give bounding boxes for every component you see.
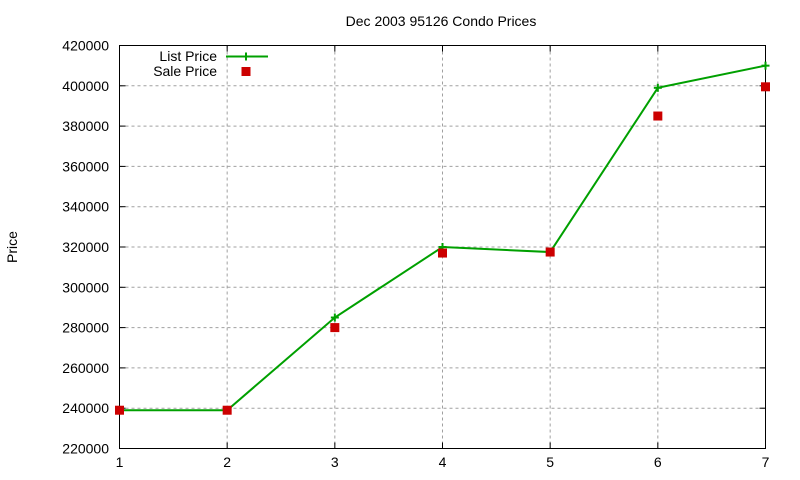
x-tick-label: 1 (116, 454, 124, 470)
data-series (115, 61, 770, 415)
y-tick-label: 360000 (62, 158, 109, 174)
legend-swatch-list-price (226, 52, 268, 61)
legend: List Price Sale Price (153, 48, 268, 79)
x-tick-label: 2 (223, 454, 231, 470)
y-tick-label: 420000 (62, 38, 109, 54)
y-tick-label: 400000 (62, 78, 109, 94)
y-axis-label: Price (4, 231, 20, 263)
y-tick-label: 280000 (62, 320, 109, 336)
series-sale-price (115, 82, 770, 415)
y-tick-label: 220000 (62, 441, 109, 457)
y-tick-label: 380000 (62, 118, 109, 134)
y-tick-label: 320000 (62, 239, 109, 255)
x-tick-label: 4 (439, 454, 447, 470)
x-tick-label: 5 (546, 454, 554, 470)
y-tick-label: 340000 (62, 199, 109, 215)
legend-label-list-price: List Price (159, 48, 217, 64)
legend-swatch-sale-price (241, 67, 251, 76)
x-tick-label: 6 (654, 454, 662, 470)
y-tick-label: 300000 (62, 279, 109, 295)
legend-label-sale-price: Sale Price (153, 63, 217, 79)
y-tick-label: 260000 (62, 360, 109, 376)
x-tick-label: 3 (331, 454, 339, 470)
x-tick-label: 7 (762, 454, 770, 470)
y-tick-label: 240000 (62, 400, 109, 416)
chart-title: Dec 2003 95126 Condo Prices (346, 13, 537, 29)
axis-ticks: 2200002400002600002800003000003200003400… (62, 38, 769, 471)
